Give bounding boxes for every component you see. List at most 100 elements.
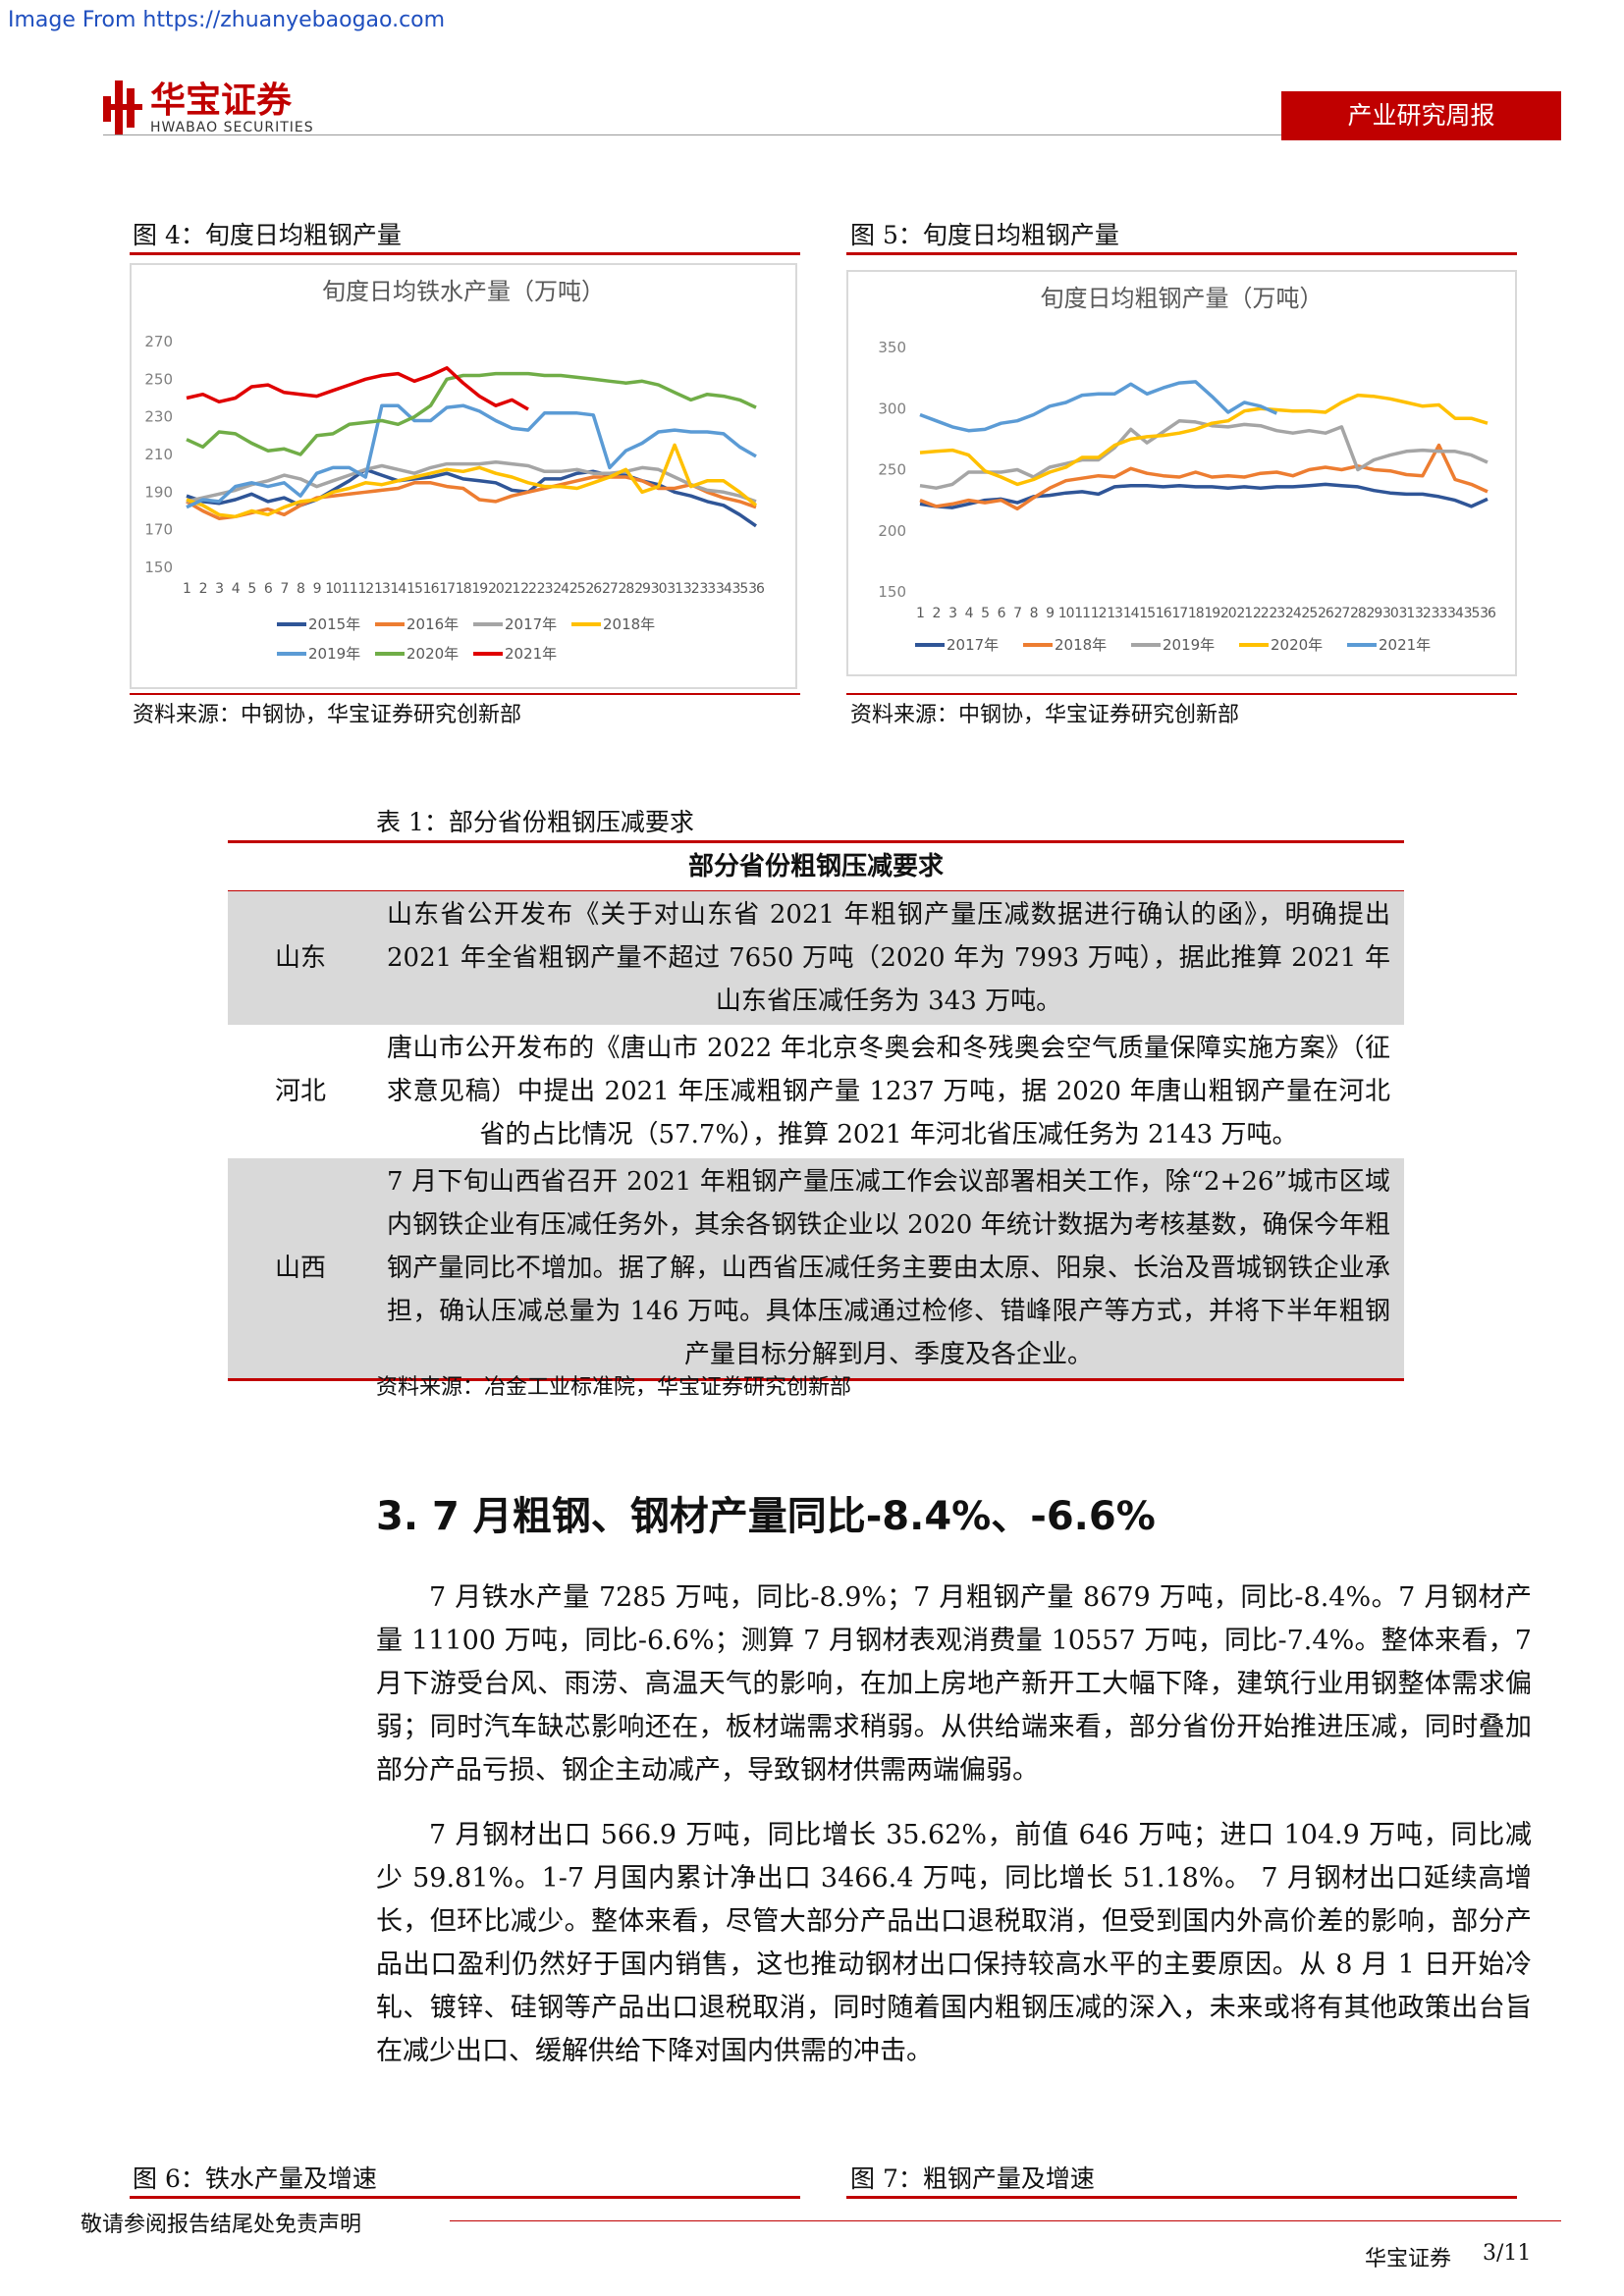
x-tick-label: 16	[423, 581, 440, 597]
x-tick-label: 12	[357, 581, 373, 597]
series-line	[919, 418, 1489, 490]
x-tick-label: 2	[933, 606, 941, 621]
x-tick-label: 30	[651, 581, 667, 597]
x-tick-label: 9	[1046, 606, 1054, 621]
x-tick-label: 17	[1171, 606, 1187, 621]
source-rule	[130, 693, 800, 695]
x-tick-label: 36	[1480, 606, 1496, 621]
table-header: 部分省份粗钢压减要求	[228, 843, 1404, 891]
logo-text: 华宝证券	[150, 80, 293, 121]
x-tick-label: 4	[232, 581, 241, 597]
caption-rule	[846, 2196, 1517, 2199]
x-tick-label: 26	[1318, 606, 1334, 621]
x-tick-label: 8	[297, 581, 304, 597]
source-rule	[846, 693, 1517, 695]
series-line	[186, 475, 757, 520]
x-tick-label: 7	[1013, 606, 1021, 621]
x-tick-label: 27	[602, 581, 618, 597]
x-tick-label: 29	[634, 581, 650, 597]
x-tick-label: 1	[183, 581, 190, 597]
header-line	[103, 134, 1281, 135]
y-tick-label: 150	[878, 583, 906, 601]
paragraph: 7 月铁水产量 7285 万吨，同比-8.9%；7 月粗钢产量 8679 万吨，…	[376, 1582, 1532, 1786]
x-tick-label: 10	[325, 581, 341, 597]
legend-label: 2020年	[1271, 636, 1323, 654]
table: 部分省份粗钢压减要求 山东 山东省公开发布《关于对山东省 2021 年粗钢产量压减…	[228, 843, 1404, 1378]
series-line	[186, 459, 757, 504]
series-line	[186, 366, 529, 411]
section-heading: 3. 7 月粗钢、钢材产量同比-8.4%、-6.6%	[376, 1494, 1156, 1539]
requirement: 7 月下旬山西省召开 2021 年粗钢产量压减工作会议部署相关工作，除“2+26…	[387, 1167, 1390, 1369]
x-tick-label: 21	[505, 581, 520, 597]
x-tick-label: 5	[981, 606, 989, 621]
legend-label: 2017年	[505, 615, 557, 633]
x-tick-label: 19	[1204, 606, 1219, 621]
logo-en: HWABAO SECURITIES	[150, 120, 314, 135]
x-tick-label: 6	[998, 606, 1006, 621]
x-tick-label: 7	[280, 581, 288, 597]
chart-title: 旬度日均铁水产量（万吨）	[322, 278, 605, 305]
x-tick-label: 13	[374, 581, 390, 597]
x-tick-label: 25	[1301, 606, 1317, 621]
x-tick-label: 12	[1091, 606, 1107, 621]
legend-label: 2016年	[406, 615, 459, 633]
logo: 华宝证券 HWABAO SECURITIES	[103, 80, 314, 135]
x-tick-label: 21	[1236, 606, 1252, 621]
x-tick-label: 4	[965, 606, 974, 621]
paragraph: 7 月钢材出口 566.9 万吨，同比增长 35.62%，前值 646 万吨；进…	[376, 1820, 1532, 2066]
x-tick-label: 20	[488, 581, 504, 597]
x-tick-label: 30	[1382, 606, 1398, 621]
legend-label: 2020年	[406, 645, 459, 663]
y-tick-label: 300	[878, 400, 906, 417]
x-tick-label: 17	[439, 581, 455, 597]
x-tick-label: 3	[215, 581, 223, 597]
y-tick-label: 190	[144, 483, 173, 501]
figure-caption: 图 5：旬度日均粗钢产量	[850, 221, 1119, 249]
x-tick-label: 23	[537, 581, 553, 597]
x-tick-label: 11	[342, 581, 357, 597]
x-tick-label: 35	[1464, 606, 1480, 621]
x-tick-label: 8	[1030, 606, 1038, 621]
x-tick-label: 23	[1269, 606, 1284, 621]
legend-label: 2021年	[505, 645, 557, 663]
y-tick-label: 230	[144, 408, 173, 426]
caption-rule	[130, 2196, 800, 2199]
x-tick-label: 5	[247, 581, 255, 597]
x-tick-label: 35	[732, 581, 748, 597]
x-tick-label: 32	[683, 581, 699, 597]
series-line	[186, 403, 757, 509]
series-line	[186, 371, 757, 456]
x-tick-label: 27	[1333, 606, 1349, 621]
x-tick-label: 33	[699, 581, 715, 597]
x-tick-label: 16	[1156, 606, 1172, 621]
footer-company: 华宝证券	[1365, 2247, 1452, 2271]
y-tick-label: 210	[144, 446, 173, 463]
x-tick-label: 34	[716, 581, 732, 597]
y-tick-label: 250	[878, 461, 906, 479]
x-tick-label: 28	[619, 581, 634, 597]
x-tick-label: 2	[199, 581, 207, 597]
y-tick-label: 350	[878, 339, 906, 356]
x-tick-label: 14	[1123, 606, 1140, 621]
y-tick-label: 150	[144, 559, 173, 576]
caption-rule	[130, 252, 800, 255]
legend-label: 2019年	[1163, 636, 1215, 654]
province: 山西	[274, 1254, 326, 1283]
x-tick-label: 20	[1220, 606, 1236, 621]
x-tick-label: 11	[1074, 606, 1090, 621]
table-title: 表 1：部分省份粗钢压减要求	[376, 808, 694, 836]
x-tick-label: 18	[456, 581, 471, 597]
x-tick-label: 13	[1107, 606, 1122, 621]
logo-icon	[103, 80, 142, 135]
x-tick-label: 15	[1139, 606, 1155, 621]
y-tick-label: 200	[878, 522, 906, 540]
x-tick-label: 33	[1432, 606, 1447, 621]
legend-label: 2018年	[1055, 636, 1107, 654]
footer-disclaimer: 敬请参阅报告结尾处免责声明	[81, 2213, 362, 2237]
x-tick-label: 36	[748, 581, 765, 597]
x-tick-label: 24	[1285, 606, 1302, 621]
figure-caption: 图 7：粗钢产量及增速	[850, 2164, 1095, 2193]
x-tick-label: 10	[1058, 606, 1074, 621]
caption-rule	[846, 252, 1517, 255]
y-tick-label: 250	[144, 370, 173, 388]
